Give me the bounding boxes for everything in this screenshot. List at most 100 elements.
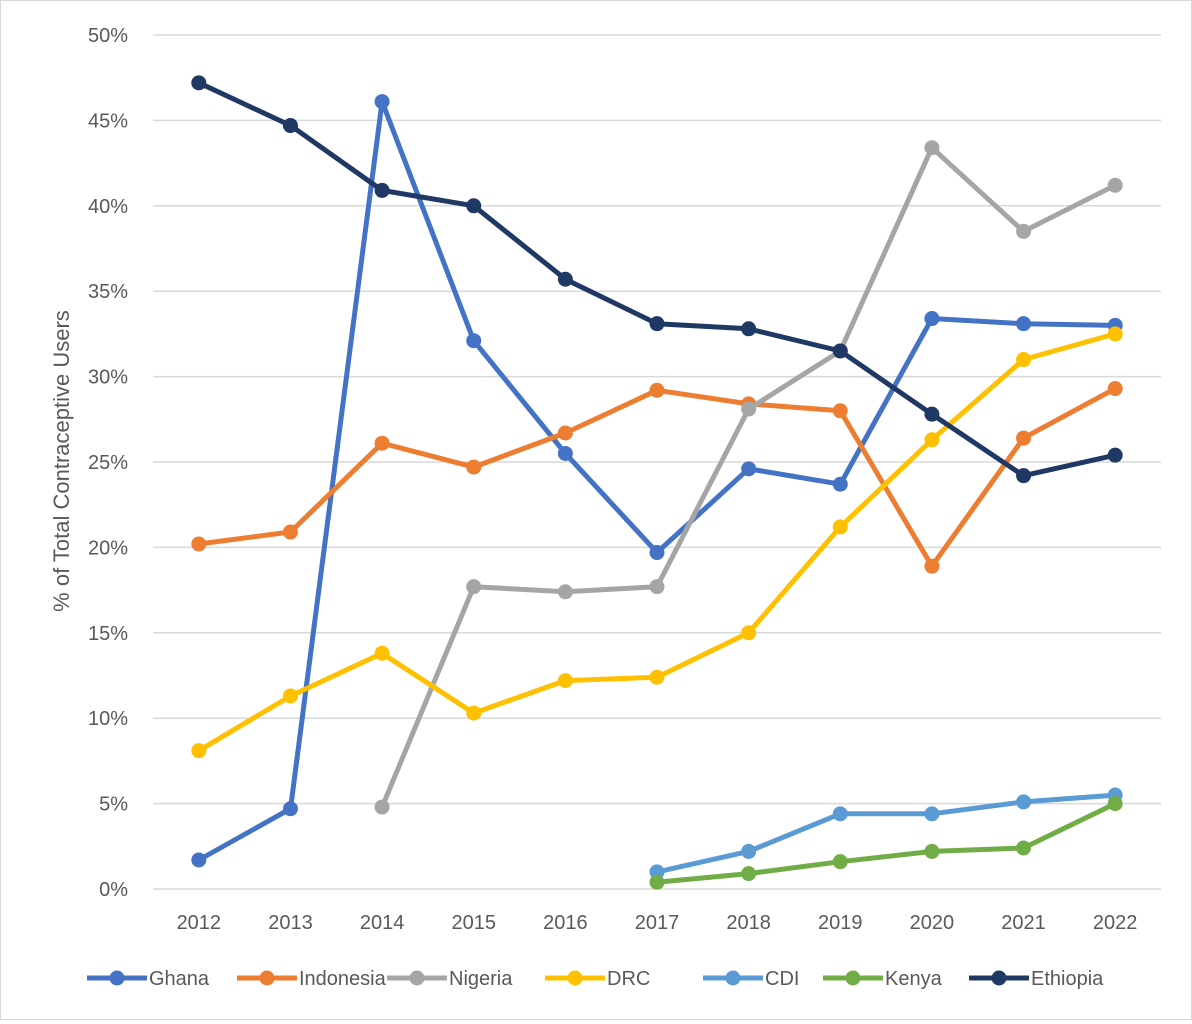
legend-marker xyxy=(845,970,861,986)
data-point xyxy=(832,343,848,359)
data-point xyxy=(832,403,848,419)
series-ethiopia xyxy=(191,75,1123,484)
data-point xyxy=(832,476,848,492)
x-tick-label: 2020 xyxy=(910,912,955,934)
y-tick-label: 15% xyxy=(88,623,128,645)
data-point xyxy=(282,801,298,817)
data-point xyxy=(649,579,665,595)
data-point xyxy=(741,866,757,882)
y-tick-label: 20% xyxy=(88,537,128,559)
legend-label: Indonesia xyxy=(299,968,387,990)
data-point xyxy=(924,806,940,822)
series-kenya xyxy=(649,796,1123,890)
x-tick-label: 2014 xyxy=(360,912,405,934)
data-point xyxy=(832,854,848,870)
data-point xyxy=(741,321,757,337)
data-point xyxy=(1107,796,1123,812)
data-point xyxy=(282,118,298,134)
data-point xyxy=(924,432,940,448)
data-point xyxy=(466,459,482,475)
legend-entry: Nigeria xyxy=(387,968,513,990)
legend-entry: CDI xyxy=(703,968,799,990)
data-point xyxy=(649,669,665,685)
data-point xyxy=(1016,352,1032,368)
legend-marker xyxy=(567,970,583,986)
series-line xyxy=(654,801,1118,885)
data-point xyxy=(741,401,757,417)
x-tick-label: 2021 xyxy=(1001,912,1046,934)
data-point xyxy=(374,645,390,661)
data-point xyxy=(1016,794,1032,810)
data-point xyxy=(741,461,757,477)
data-point xyxy=(924,406,940,422)
data-point xyxy=(557,271,573,287)
data-point xyxy=(924,558,940,574)
data-point xyxy=(1016,468,1032,484)
data-point xyxy=(557,445,573,461)
y-tick-label: 30% xyxy=(88,367,128,389)
series-indonesia xyxy=(191,381,1123,574)
legend-label: DRC xyxy=(607,968,650,990)
data-point xyxy=(466,198,482,214)
legend-marker xyxy=(991,970,1007,986)
series-drc xyxy=(191,326,1123,759)
y-tick-label: 5% xyxy=(99,794,128,816)
data-point xyxy=(191,852,207,868)
data-point xyxy=(649,545,665,561)
data-point xyxy=(1107,381,1123,397)
data-point xyxy=(649,864,665,880)
data-point xyxy=(374,799,390,815)
data-point xyxy=(649,316,665,332)
legend-entry: Ghana xyxy=(87,968,210,990)
data-point xyxy=(191,75,207,91)
data-point xyxy=(832,519,848,535)
data-point xyxy=(1016,316,1032,332)
data-point xyxy=(1016,223,1032,239)
y-tick-label: 10% xyxy=(88,708,128,730)
series-line xyxy=(654,792,1118,875)
series-line xyxy=(196,386,1118,569)
data-point xyxy=(374,94,390,110)
legend-label: Ethiopia xyxy=(1031,968,1104,990)
data-point xyxy=(1016,840,1032,856)
data-point xyxy=(832,806,848,822)
data-point xyxy=(191,536,207,552)
x-tick-label: 2022 xyxy=(1093,912,1138,934)
data-point xyxy=(1107,326,1123,342)
legend-entry: Indonesia xyxy=(237,968,387,990)
legend-marker xyxy=(409,970,425,986)
y-tick-label: 0% xyxy=(99,879,128,901)
x-tick-label: 2017 xyxy=(635,912,680,934)
x-tick-label: 2012 xyxy=(177,912,222,934)
legend-entry: DRC xyxy=(545,968,650,990)
data-point xyxy=(741,843,757,859)
x-tick-label: 2016 xyxy=(543,912,588,934)
data-point xyxy=(1107,447,1123,463)
legend-entry: Ethiopia xyxy=(969,968,1104,990)
series-lines xyxy=(191,75,1123,890)
x-tick-label: 2013 xyxy=(268,912,313,934)
legend-label: Kenya xyxy=(885,968,943,990)
data-point xyxy=(557,673,573,689)
legend-entry: Kenya xyxy=(823,968,943,990)
data-point xyxy=(466,333,482,349)
legend: Ghana Indonesia Nigeria DRC CDI Kenya Ethiopia xyxy=(87,968,1104,990)
y-axis-title: % of Total Contraceptive Users xyxy=(49,310,74,612)
y-tick-label: 35% xyxy=(88,281,128,303)
data-point xyxy=(924,311,940,327)
data-point xyxy=(741,625,757,641)
data-point xyxy=(557,584,573,600)
data-point xyxy=(466,579,482,595)
legend-label: CDI xyxy=(765,968,799,990)
legend-marker xyxy=(725,970,741,986)
data-point xyxy=(282,524,298,540)
y-tick-label: 40% xyxy=(88,196,128,218)
data-point xyxy=(1016,430,1032,446)
data-point xyxy=(374,182,390,198)
y-tick-label: 25% xyxy=(88,452,128,474)
data-point xyxy=(924,843,940,859)
data-point xyxy=(1107,177,1123,193)
y-tick-label: 50% xyxy=(88,25,128,47)
